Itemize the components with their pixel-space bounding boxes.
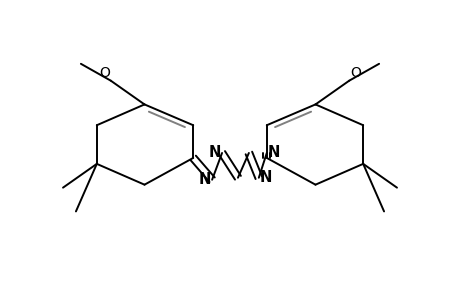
Text: N: N (198, 172, 211, 187)
Text: N: N (259, 170, 272, 185)
Text: O: O (349, 66, 360, 80)
Text: N: N (267, 146, 280, 160)
Text: N: N (208, 146, 221, 160)
Text: O: O (99, 66, 110, 80)
